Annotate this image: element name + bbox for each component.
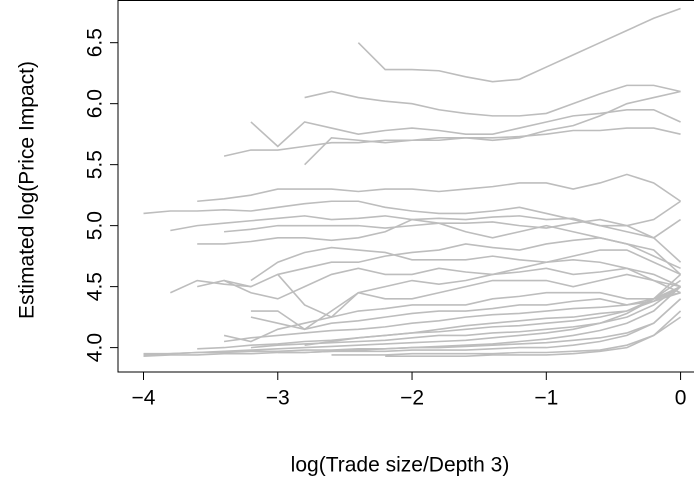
y-tick-label: 4.5	[84, 272, 107, 301]
y-axis-title: Estimated log(Price Impact)	[16, 61, 39, 319]
series-line	[331, 310, 682, 356]
x-tick-label: −2	[400, 387, 424, 410]
series-line	[223, 218, 682, 263]
x-tick-label: −3	[266, 387, 290, 410]
series-line	[250, 273, 681, 331]
series-line	[170, 215, 682, 239]
y-tick-label: 6.5	[84, 28, 107, 57]
series-line	[170, 279, 251, 294]
x-tick-label: −4	[132, 387, 156, 410]
series-line	[223, 291, 681, 343]
plot-area	[143, 7, 682, 357]
series-line	[197, 279, 682, 350]
series-line	[304, 285, 681, 346]
series-line	[197, 267, 681, 300]
series-line	[197, 173, 682, 203]
series-line	[250, 108, 681, 148]
x-tick-label: 0	[675, 387, 687, 410]
series-line	[223, 237, 681, 288]
y-tick-label: 4.0	[84, 333, 107, 362]
series-line	[277, 258, 681, 319]
series-line	[250, 291, 681, 331]
series-line	[250, 246, 681, 282]
series-line	[143, 286, 682, 357]
y-tick-label: 5.5	[84, 150, 107, 179]
series-line	[385, 316, 682, 357]
series-line	[223, 285, 681, 343]
x-axis-title: log(Trade size/Depth 3)	[291, 454, 510, 477]
series-line	[304, 90, 681, 166]
series-line	[143, 200, 682, 227]
series-line	[143, 298, 682, 355]
series-line	[277, 298, 682, 354]
y-tick-label: 5.0	[84, 211, 107, 240]
y-tick-label: 6.0	[84, 89, 107, 118]
x-tick-label: −1	[534, 387, 558, 410]
series-line	[357, 7, 681, 83]
plot-box	[117, 0, 694, 373]
series-line	[304, 84, 681, 117]
series-line	[223, 127, 681, 157]
series-line	[143, 273, 682, 356]
